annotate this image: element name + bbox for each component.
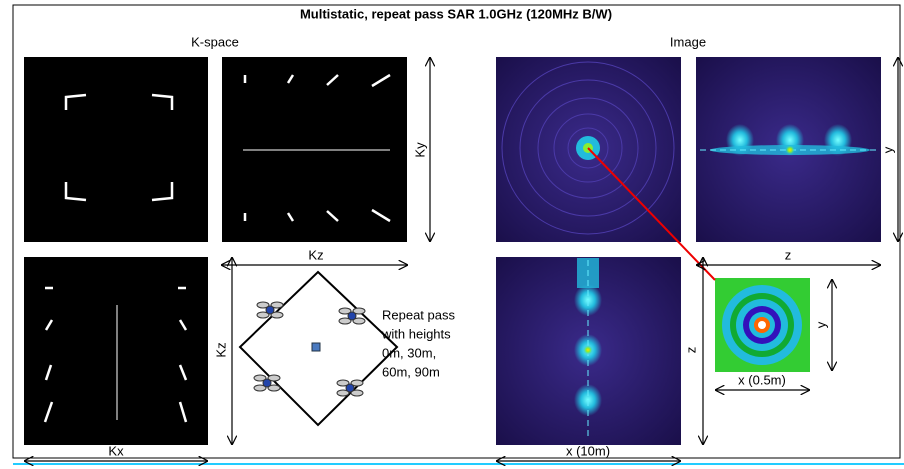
repeat-pass-line: Repeat pass <box>382 307 455 322</box>
repeat-pass-line: 0m, 30m, <box>382 345 436 360</box>
axis-label: y <box>813 321 828 328</box>
axis-label: Kz <box>308 247 323 262</box>
image-label: Image <box>670 34 706 49</box>
axis-label: z <box>785 247 792 262</box>
inset <box>715 278 810 372</box>
image-xz <box>496 257 681 445</box>
geometry-diagram: Repeat pass with heights 0m, 30m, 60m, 9… <box>240 272 455 425</box>
axis-label: Ky <box>412 142 427 158</box>
kspace-xz <box>24 257 208 445</box>
axis-label: x (10m) <box>566 443 610 458</box>
image-zy <box>696 57 881 242</box>
kspace-label: K-space <box>191 34 239 49</box>
kspace-xy <box>24 57 208 242</box>
title: Multistatic, repeat pass SAR 1.0GHz (120… <box>300 6 612 21</box>
repeat-pass-line: with heights <box>381 326 451 341</box>
axis-label: y <box>880 146 895 153</box>
axis-label: Kx <box>108 443 124 458</box>
figure: Multistatic, repeat pass SAR 1.0GHz (120… <box>0 0 904 469</box>
axis-label: z <box>683 347 698 354</box>
axis-label: Kz <box>213 342 228 357</box>
repeat-pass-line: 60m, 90m <box>382 364 440 379</box>
kspace-zy <box>222 57 407 242</box>
axis-label: x (0.5m) <box>738 372 786 387</box>
